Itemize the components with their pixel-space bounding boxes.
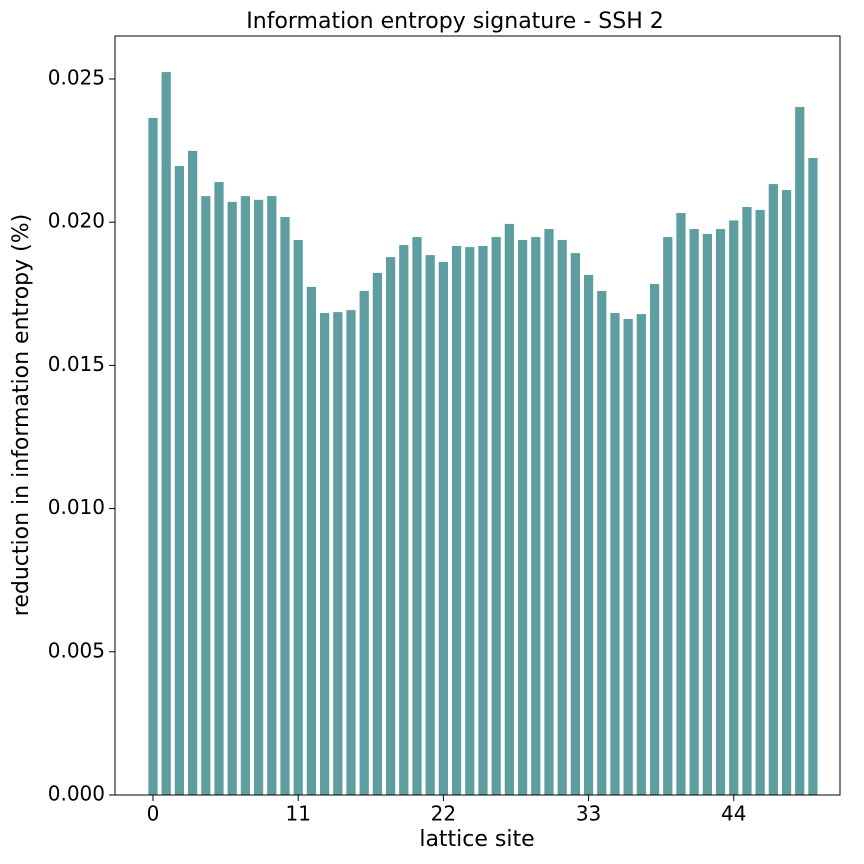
y-tick-label: 0.020 [48, 209, 105, 233]
y-axis-label: reduction in information entropy (%) [9, 214, 34, 616]
bar [451, 245, 462, 795]
bar [148, 117, 158, 795]
bar [240, 196, 251, 796]
y-tick-label: 0.015 [48, 352, 105, 376]
bar [610, 312, 620, 795]
bar [293, 239, 303, 795]
chart-title: Information entropy signature - SSH 2 [246, 9, 663, 34]
bar [425, 255, 435, 795]
bar [174, 166, 185, 795]
bar [729, 220, 739, 796]
bar [755, 209, 765, 796]
bar [214, 182, 224, 795]
bar [412, 237, 422, 795]
bar [517, 239, 528, 795]
x-tick-label: 0 [147, 802, 160, 826]
bar [227, 201, 237, 795]
x-tick-label: 22 [431, 802, 456, 826]
y-tick-label: 0.025 [48, 65, 105, 89]
bar [597, 290, 607, 795]
bar [346, 310, 356, 795]
bar [253, 199, 264, 795]
bar [399, 245, 409, 796]
bar [359, 290, 369, 795]
bar [319, 312, 330, 795]
bar [781, 190, 792, 796]
bar [306, 286, 317, 795]
bar [689, 229, 699, 796]
bar [438, 261, 449, 795]
y-tick-label: 0.010 [48, 495, 105, 519]
x-tick-label: 33 [576, 802, 601, 826]
bar [768, 184, 778, 795]
bar [742, 206, 752, 795]
bar [267, 196, 277, 796]
bar [280, 217, 290, 795]
bar [333, 312, 343, 795]
bar [663, 237, 673, 795]
bar [201, 196, 211, 796]
x-tick-label: 44 [721, 802, 746, 826]
bar [557, 239, 567, 795]
bar [702, 233, 712, 795]
bar [372, 272, 383, 795]
bar [187, 150, 198, 796]
bar [649, 284, 660, 795]
bar [491, 237, 501, 795]
bar [715, 229, 726, 796]
y-tick-label: 0.000 [48, 782, 105, 806]
bar [808, 158, 818, 796]
bar [676, 213, 686, 796]
bar [570, 253, 580, 795]
x-tick-label: 11 [285, 802, 310, 826]
bar [583, 274, 594, 795]
bar [544, 229, 554, 796]
bar [531, 237, 541, 795]
bar [465, 247, 475, 796]
bar [385, 257, 396, 796]
bar [161, 72, 171, 795]
x-axis-label: lattice site [419, 827, 534, 852]
plot-frame [114, 35, 841, 796]
y-tick-label: 0.005 [48, 638, 105, 662]
bar [478, 245, 488, 795]
bar [504, 223, 514, 795]
bar [623, 318, 633, 795]
bar [636, 314, 646, 795]
bar [795, 107, 805, 795]
